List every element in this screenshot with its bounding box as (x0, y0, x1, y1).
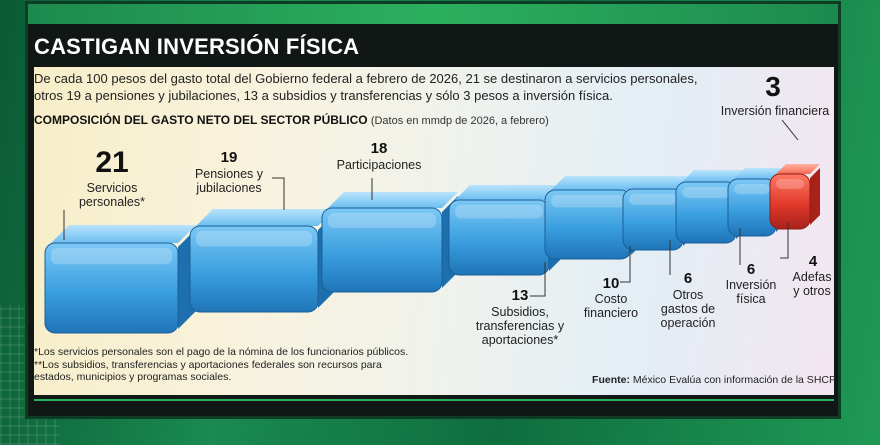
bar-5-top (551, 176, 645, 190)
source-label: Fuente: (592, 374, 630, 386)
bar-3-gloss (328, 213, 436, 229)
category-label-7: Inversión física (726, 278, 777, 306)
value-label-6: 6 (684, 270, 692, 287)
top-accent-bar (28, 4, 838, 24)
value-label-5: 10 (603, 275, 620, 292)
category-label-8-line-1: Adefas (793, 270, 832, 284)
bar-4-gloss (455, 205, 543, 219)
leader-line-9 (781, 119, 799, 141)
category-label-1: Servicios personales* (79, 181, 145, 209)
value-label-7: 6 (747, 261, 755, 278)
bottom-accent-line (34, 399, 834, 401)
category-label-4-line-2: transferencias y (476, 319, 565, 333)
bar-2-front (189, 225, 319, 313)
category-label-8: Adefas y otros (793, 270, 832, 298)
intro-line-2: otros 19 a pensiones y jubilaciones, 13 … (34, 88, 613, 103)
category-label-6-line-1: Otros (673, 288, 704, 302)
category-label-5-line-1: Costo (595, 292, 628, 306)
source-credit: Fuente: México Evalúa con información de… (592, 374, 836, 386)
chart-subtitle-bold: COMPOSICIÓN DEL GASTO NETO DEL SECTOR PÚ… (34, 113, 368, 127)
category-label-2-line-2: jubilaciones (195, 181, 261, 195)
value-label-8: 4 (809, 253, 818, 270)
bar-3 (321, 192, 458, 293)
chart-subtitle-note: (Datos en mmdp de 2026, a febrero) (370, 115, 549, 127)
value-label-3: 18 (371, 140, 388, 157)
category-label-6-line-3: operación (661, 316, 716, 330)
category-label-1-line-1: Servicios (87, 181, 138, 195)
leader-line-4 (530, 262, 546, 297)
value-label-1: 21 (95, 146, 128, 179)
intro-text: De cada 100 pesos del gasto total del Go… (34, 70, 734, 104)
category-label-5-line-2: financiero (584, 306, 638, 320)
bar-1-top (51, 225, 196, 243)
leader-line-5 (620, 246, 631, 283)
page-title: CASTIGAN INVERSIÓN FÍSICA (34, 34, 360, 59)
bar-1-front (44, 242, 179, 334)
category-label-1-line-2: personales* (79, 195, 145, 209)
bar-9-side (810, 168, 820, 225)
bar-4-top (455, 185, 564, 200)
leader-line-2 (272, 177, 285, 210)
bar-2 (189, 209, 335, 313)
category-label-2: Pensiones y jubilaciones (195, 167, 264, 195)
bar-3-front (321, 207, 443, 293)
category-label-4-line-1: Subsidios, (491, 305, 549, 319)
category-label-3: Participaciones (337, 158, 422, 172)
bar-7-top (682, 170, 748, 182)
footnote-1: *Los servicios personales son el pago de… (34, 346, 409, 358)
category-label-4-line-3: aportaciones* (482, 333, 559, 347)
value-label-4: 13 (512, 287, 529, 304)
leader-line-8 (780, 222, 789, 259)
bar-9-front (769, 173, 811, 230)
bar-9-top (776, 164, 820, 174)
bar-6-gloss (629, 194, 677, 205)
category-label-3-line-1: Participaciones (337, 158, 422, 172)
bar-5 (544, 176, 645, 260)
chart-subtitle: COMPOSICIÓN DEL GASTO NETO DEL SECTOR PÚ… (34, 113, 549, 127)
category-label-6-line-2: gastos de (661, 302, 715, 316)
bar-9 (769, 164, 820, 230)
source-text: México Evalúa con información de la SHCP (632, 374, 836, 386)
category-label-7-line-1: Inversión (726, 278, 777, 292)
category-label-8-line-2: y otros (793, 284, 831, 298)
bar-1-gloss (51, 248, 172, 265)
bar-2-gloss (196, 231, 312, 247)
category-label-4: Subsidios, transferencias y aportaciones* (476, 305, 565, 347)
bar-8-gloss (734, 184, 770, 195)
category-label-6: Otros gastos de operación (661, 288, 716, 330)
category-label-9: Inversión financiera (721, 104, 829, 118)
bar-9-gloss (776, 179, 804, 189)
category-label-2-line-1: Pensiones y (195, 167, 264, 181)
value-label-2: 19 (221, 149, 238, 166)
footnote-2: **Los subsidios, transferencias y aporta… (34, 358, 382, 371)
category-label-9-line-1: Inversión financiera (721, 104, 829, 118)
intro-line-1: De cada 100 pesos del gasto total del Go… (34, 71, 698, 86)
bar-5-gloss (551, 195, 625, 208)
value-label-9: 3 (765, 71, 781, 102)
bar-1 (44, 225, 196, 334)
category-label-5: Costo financiero (584, 292, 638, 320)
category-label-7-line-2: física (736, 292, 765, 306)
bar-3-top (328, 192, 458, 208)
footnotes: *Los servicios personales son el pago de… (34, 346, 454, 384)
bar-2-top (196, 209, 335, 226)
footnote-3: estados, municipios y programas sociales… (34, 371, 232, 383)
bar-7-gloss (682, 187, 730, 198)
